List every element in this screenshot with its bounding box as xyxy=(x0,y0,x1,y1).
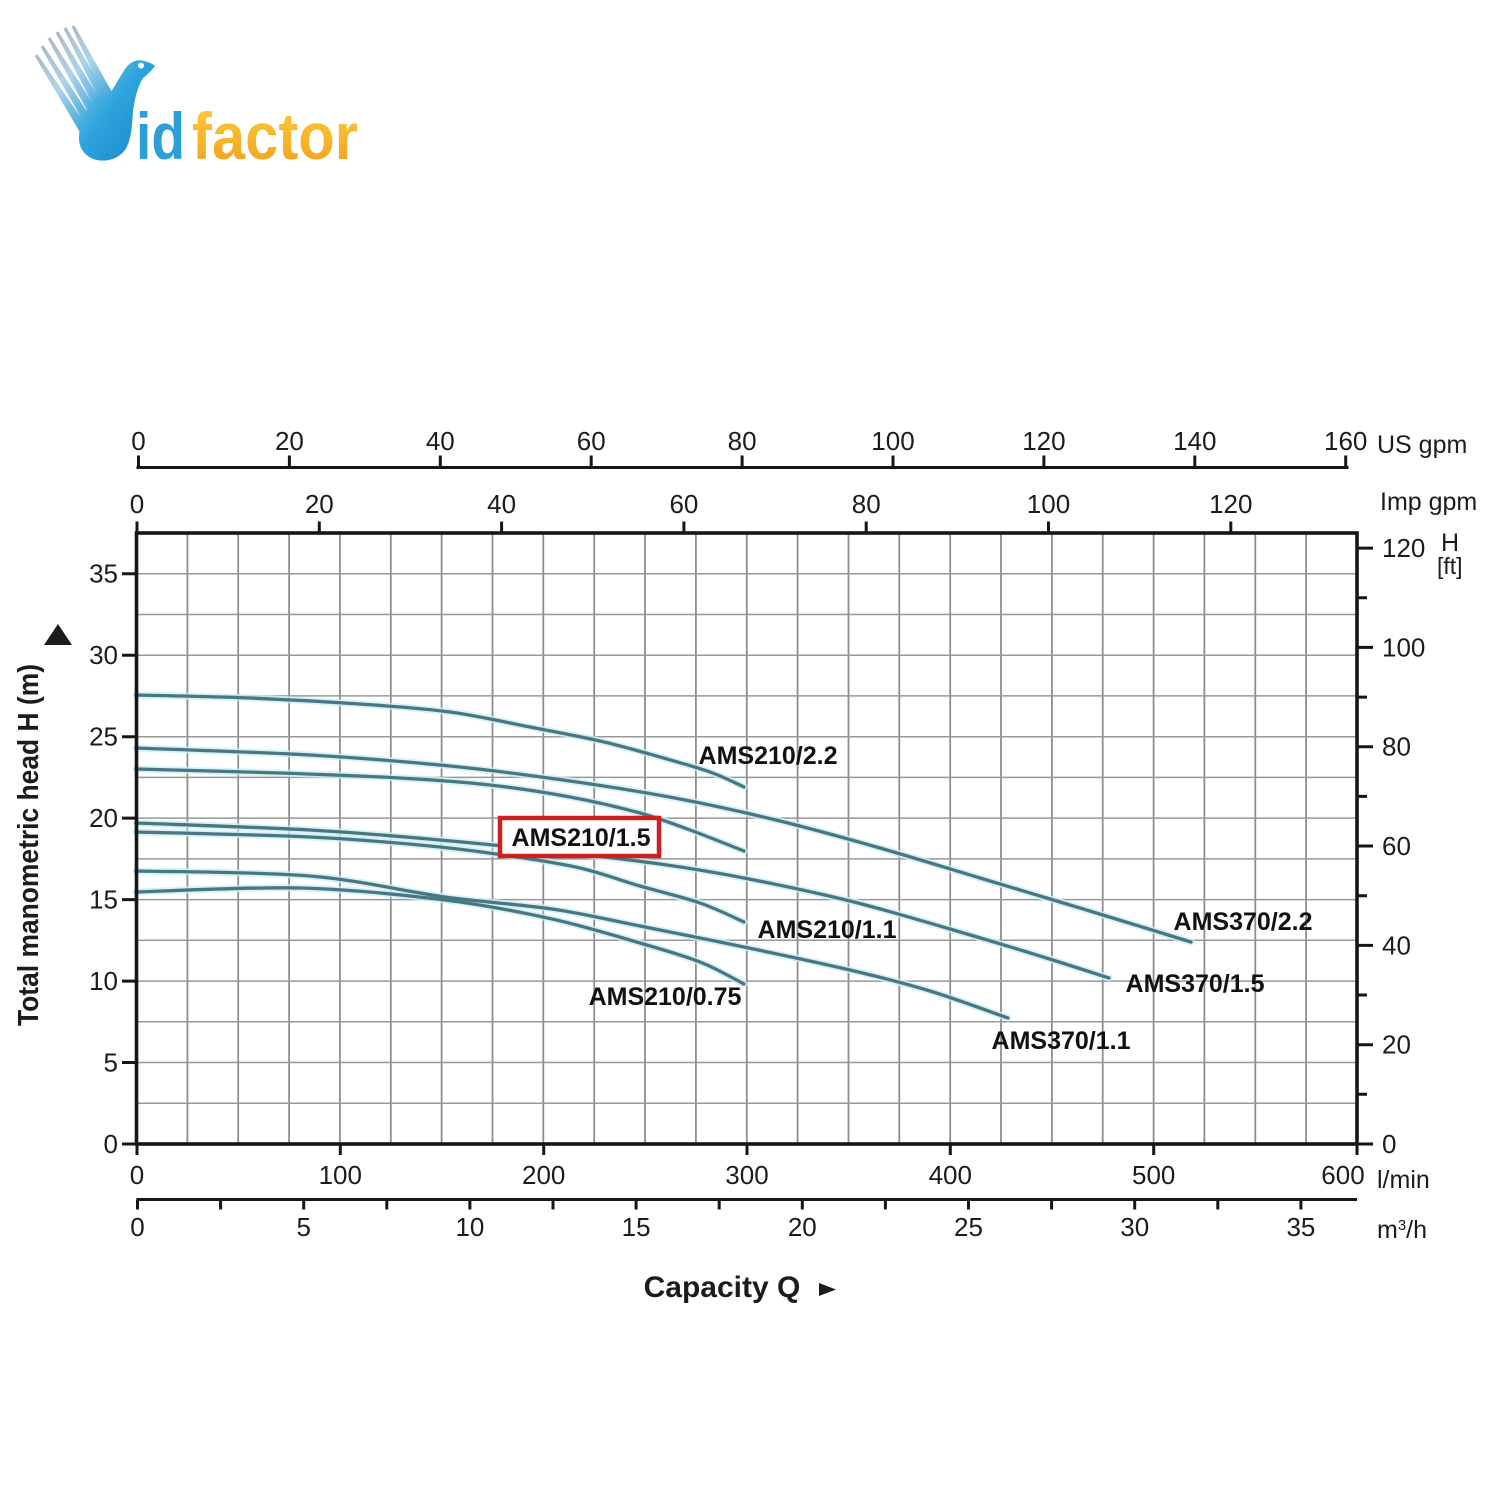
svg-text:100: 100 xyxy=(1382,632,1425,662)
svg-text:20: 20 xyxy=(788,1212,817,1242)
svg-text:300: 300 xyxy=(725,1160,768,1190)
svg-text:0: 0 xyxy=(1382,1129,1396,1159)
svg-text:40: 40 xyxy=(487,489,516,519)
svg-text:40: 40 xyxy=(426,426,455,456)
svg-text:AMS370/1.5: AMS370/1.5 xyxy=(1126,970,1265,998)
svg-text:160: 160 xyxy=(1324,426,1367,456)
svg-text:l/min: l/min xyxy=(1377,1166,1430,1194)
svg-text:20: 20 xyxy=(275,426,304,456)
svg-text:60: 60 xyxy=(669,489,698,519)
svg-text:AMS370/2.2: AMS370/2.2 xyxy=(1174,908,1313,936)
svg-text:25: 25 xyxy=(954,1212,983,1242)
svg-text:15: 15 xyxy=(89,885,118,915)
svg-text:25: 25 xyxy=(89,722,118,752)
svg-text:AMS370/1.1: AMS370/1.1 xyxy=(992,1027,1131,1055)
svg-text:0: 0 xyxy=(131,426,145,456)
svg-text:30: 30 xyxy=(1120,1212,1149,1242)
svg-text:100: 100 xyxy=(319,1160,362,1190)
svg-text:15: 15 xyxy=(622,1212,651,1242)
svg-text:80: 80 xyxy=(852,489,881,519)
svg-text:[ft]: [ft] xyxy=(1437,553,1463,579)
svg-text:0: 0 xyxy=(130,489,144,519)
svg-text:Total manometric head H (m): Total manometric head H (m) xyxy=(13,664,45,1026)
svg-text:80: 80 xyxy=(1382,732,1411,762)
svg-text:AMS210/2.2: AMS210/2.2 xyxy=(699,742,838,770)
svg-text:Imp gpm: Imp gpm xyxy=(1380,488,1477,516)
svg-text:120: 120 xyxy=(1209,489,1252,519)
svg-text:400: 400 xyxy=(929,1160,972,1190)
svg-text:200: 200 xyxy=(522,1160,565,1190)
svg-text:factor: factor xyxy=(192,99,358,173)
svg-text:5: 5 xyxy=(296,1212,310,1242)
svg-text:5: 5 xyxy=(104,1048,118,1078)
svg-text:Capacity Q: Capacity Q xyxy=(644,1271,801,1304)
svg-text:id: id xyxy=(136,99,185,173)
svg-text:500: 500 xyxy=(1132,1160,1175,1190)
svg-text:35: 35 xyxy=(89,559,118,589)
svg-text:AMS210/1.5: AMS210/1.5 xyxy=(512,824,651,852)
svg-text:10: 10 xyxy=(455,1212,484,1242)
svg-text:40: 40 xyxy=(1382,930,1411,960)
svg-text:20: 20 xyxy=(89,803,118,833)
svg-text:20: 20 xyxy=(305,489,334,519)
svg-text:10: 10 xyxy=(89,966,118,996)
svg-text:60: 60 xyxy=(1382,831,1411,861)
svg-text:AMS210/1.1: AMS210/1.1 xyxy=(758,916,897,944)
svg-text:20: 20 xyxy=(1382,1030,1411,1060)
svg-text:120: 120 xyxy=(1382,533,1425,563)
svg-text:600: 600 xyxy=(1321,1160,1364,1190)
svg-text:US gpm: US gpm xyxy=(1377,431,1467,459)
svg-text:0: 0 xyxy=(130,1160,144,1190)
svg-text:120: 120 xyxy=(1022,426,1065,456)
svg-text:0: 0 xyxy=(104,1129,118,1159)
svg-text:AMS210/0.75: AMS210/0.75 xyxy=(589,983,742,1011)
svg-text:60: 60 xyxy=(577,426,606,456)
svg-text:140: 140 xyxy=(1173,426,1216,456)
svg-text:0: 0 xyxy=(130,1212,144,1242)
svg-text:100: 100 xyxy=(871,426,914,456)
svg-text:35: 35 xyxy=(1286,1212,1315,1242)
svg-text:100: 100 xyxy=(1027,489,1070,519)
svg-text:80: 80 xyxy=(728,426,757,456)
svg-text:H: H xyxy=(1441,529,1459,557)
svg-text:30: 30 xyxy=(89,640,118,670)
